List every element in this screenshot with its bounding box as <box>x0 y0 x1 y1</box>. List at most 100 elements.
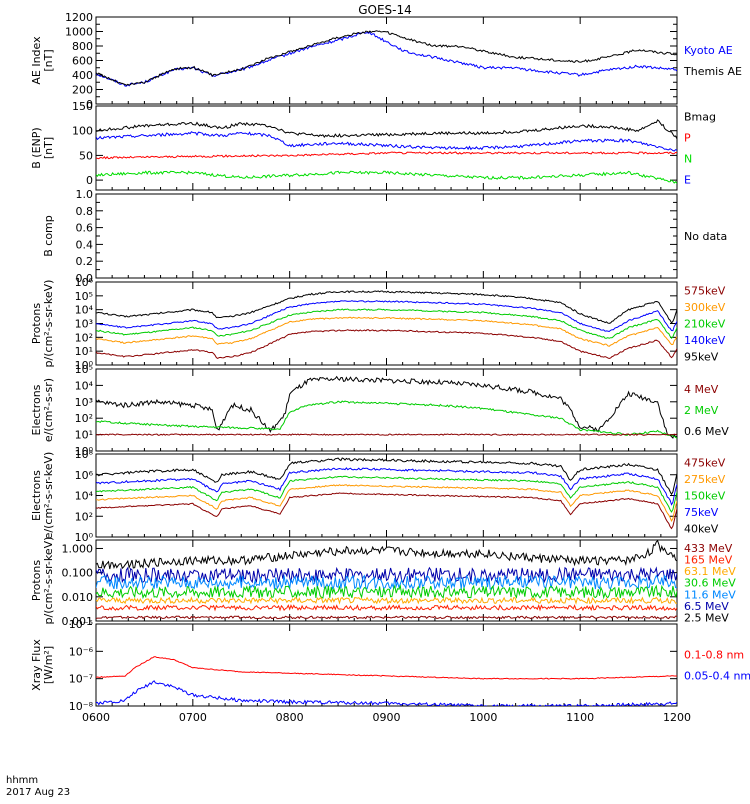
y-tick-label: 10¹ <box>75 429 93 442</box>
y-tick-label: 10² <box>75 412 93 425</box>
legend-entry: 40keV <box>684 523 719 536</box>
y-tick-label: 0.001 <box>62 615 94 628</box>
x-tick-label: 1000 <box>469 711 497 724</box>
series-line-275kev <box>96 484 677 523</box>
x-tick-label: 0600 <box>82 711 110 724</box>
panel-8: 10⁻⁸ 10⁻⁷ 10⁻⁶ 10⁻⁵ Xray Flux [W/m²] 0.1-0.8 n… <box>30 618 750 724</box>
y-tick-label: 1.000 <box>62 542 94 555</box>
legend-entry: E <box>684 174 691 187</box>
series-line-30-6-mev <box>96 584 677 600</box>
y-tick-label: 0.010 <box>62 591 94 604</box>
x-tick-label: 0800 <box>276 711 304 724</box>
y-tick-label: 1200 <box>65 11 93 24</box>
legend-entry: 2 MeV <box>684 404 719 417</box>
series-line-300kev <box>96 316 677 347</box>
y-axis-label: AE Index <box>30 36 43 85</box>
y-axis-label: B comp <box>42 215 55 257</box>
panel-6: 10⁰ 10² 10⁴ 10⁶ 10⁸ Electrons e/(cm²-s-sr-keV)… <box>30 448 726 544</box>
y-tick-label: 10⁻⁸ <box>69 700 94 713</box>
legend-entry: 150keV <box>684 490 726 503</box>
legend-entry: 6.5 MeV <box>684 600 729 613</box>
y-tick-label: 10⁵ <box>75 363 93 376</box>
time-axis-label-hhmm: hhmm <box>6 775 38 786</box>
legend-entry: 300keV <box>684 301 726 314</box>
y-axis-label: p/(cm²-s-sr-keV) <box>42 537 55 625</box>
y-tick-label: 10⁰ <box>75 359 94 372</box>
y-tick-label: 0.8 <box>76 205 94 218</box>
x-tick-label: 1100 <box>566 711 594 724</box>
y-tick-label: 600 <box>72 55 93 68</box>
series-line-e <box>96 131 677 152</box>
panel-5: 10⁰ 10¹ 10² 10³ 10⁴ 10⁵ Electrons e/(cm²-s-sr) 4… <box>30 363 729 458</box>
time-axis-label-date: 2017 Aug 23 <box>6 787 70 798</box>
legend-entry: 0.6 MeV <box>684 425 729 438</box>
series-line-2-5-mev <box>96 540 677 570</box>
y-tick-label: 10⁴ <box>75 490 94 503</box>
series-line-40kev <box>96 457 677 496</box>
y-tick-label: 10⁸ <box>75 448 94 461</box>
legend-entry: 575keV <box>684 284 726 297</box>
legend-entry: 0.05-0.4 nm <box>684 670 750 683</box>
legend-entry: No data <box>684 230 727 243</box>
series-line-p <box>96 151 677 160</box>
y-axis-label: Electrons <box>30 470 43 521</box>
legend-entry: 475keV <box>684 456 726 469</box>
y-axis-label: e/(cm²-s-sr-keV) <box>42 452 55 540</box>
y-tick-label: 10⁶ <box>75 469 94 482</box>
y-tick-label: 10⁻⁶ <box>69 645 94 658</box>
y-tick-label: 100 <box>72 125 93 138</box>
y-tick-label: 10⁻⁵ <box>69 618 93 631</box>
legend-entry: 95keV <box>684 351 719 364</box>
y-axis-label: [nT] <box>42 49 55 71</box>
series-line-475kev <box>96 492 677 530</box>
y-tick-label: 400 <box>72 69 93 82</box>
legend-entry: 140keV <box>684 334 726 347</box>
y-tick-label: 0 <box>86 174 93 187</box>
chart-title: GOES-14 <box>358 3 412 17</box>
y-tick-label: 10⁰ <box>75 445 94 458</box>
y-tick-label: 0 <box>86 98 93 111</box>
series-line-433-mev <box>96 615 677 620</box>
series-line-themis-ae <box>96 30 677 86</box>
series-line-0-1-0-8-nm <box>96 656 677 680</box>
series-line-140kev <box>96 300 677 333</box>
y-axis-label: [nT] <box>42 137 55 159</box>
y-axis-label: e/(cm²-s-sr) <box>42 378 55 442</box>
y-tick-label: 10⁻⁷ <box>69 673 93 686</box>
legend-entry: N <box>684 153 692 166</box>
series-line-n <box>96 170 677 184</box>
series-line-2-mev <box>96 400 677 439</box>
y-tick-label: 0.6 <box>76 222 94 235</box>
legend-entry: 433 MeV <box>684 542 733 555</box>
y-tick-label: 1.0 <box>76 188 94 201</box>
y-axis-label: Xray Flux <box>30 639 43 691</box>
y-tick-label: 1000 <box>65 26 93 39</box>
y-tick-label: 800 <box>72 40 93 53</box>
panel-2: 0 50 100 150 B (ENP) [nT] Bmag PNE <box>30 100 716 191</box>
y-tick-label: 10⁴ <box>75 304 94 317</box>
legend-entry: 30.6 MeV <box>684 577 736 590</box>
series-line-95kev <box>96 290 677 324</box>
legend-entry: Themis AE <box>683 65 742 78</box>
legend-entry: 4 MeV <box>684 383 719 396</box>
series-line-210kev <box>96 308 677 339</box>
y-tick-label: 10³ <box>75 318 93 331</box>
legend-entry: Bmag <box>684 111 716 124</box>
legend-entry: 0.1-0.8 nm <box>684 649 744 662</box>
y-tick-label: 10¹ <box>75 345 93 358</box>
y-axis-label: B (ENP) <box>30 127 43 168</box>
y-tick-label: 0.2 <box>76 255 94 268</box>
series-line-165-mev <box>96 603 677 612</box>
y-tick-label: 10⁰ <box>75 531 94 544</box>
legend-entry: 210keV <box>684 318 726 331</box>
legend-entry: 11.6 MeV <box>684 588 736 601</box>
x-tick-label: 1200 <box>663 711 691 724</box>
y-tick-label: 150 <box>72 100 93 113</box>
y-tick-label: 10² <box>75 331 93 344</box>
